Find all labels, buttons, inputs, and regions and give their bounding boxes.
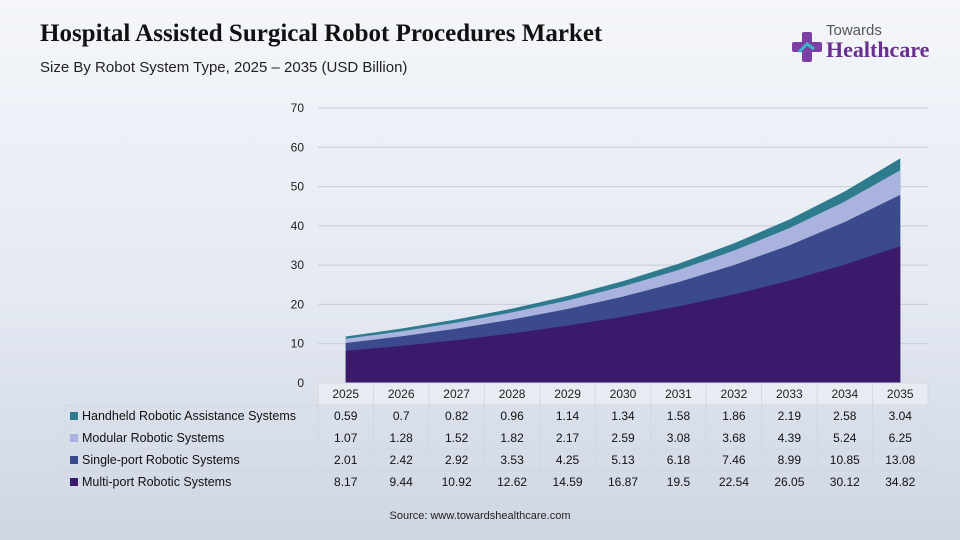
y-tick-label: 60 <box>291 140 305 154</box>
area-multi-port-robotic-systems <box>345 246 901 383</box>
data-label: 0.59 <box>334 409 358 423</box>
data-label: 2.17 <box>556 431 580 445</box>
data-label: 12.62 <box>497 475 527 489</box>
data-label: 16.87 <box>608 475 638 489</box>
x-tick-label: 2034 <box>831 387 858 401</box>
data-label: 1.52 <box>445 431 469 445</box>
data-label: 14.59 <box>553 475 583 489</box>
data-label: 3.53 <box>500 453 524 467</box>
y-tick-label: 10 <box>291 337 305 351</box>
cross-icon <box>792 32 822 62</box>
towards-healthcare-logo: Towards Healthcare <box>790 22 940 72</box>
x-tick-label: 2035 <box>887 387 914 401</box>
data-label: 4.39 <box>778 431 802 445</box>
data-label: 6.18 <box>667 453 691 467</box>
legend-label: Multi-port Robotic Systems <box>82 475 231 489</box>
data-label: 5.24 <box>833 431 857 445</box>
legend-label: Modular Robotic Systems <box>82 431 224 445</box>
x-tick-label: 2027 <box>443 387 470 401</box>
y-tick-label: 70 <box>291 101 305 115</box>
y-tick-label: 0 <box>297 376 304 390</box>
data-label: 22.54 <box>719 475 749 489</box>
data-label: 6.25 <box>889 431 913 445</box>
data-label: 2.01 <box>334 453 358 467</box>
data-label: 7.46 <box>722 453 746 467</box>
y-tick-label: 30 <box>291 258 305 272</box>
x-tick-label: 2029 <box>554 387 581 401</box>
data-label: 3.68 <box>722 431 746 445</box>
legend-label: Single-port Robotic Systems <box>82 453 240 467</box>
data-label: 2.42 <box>390 453 414 467</box>
logo-big-text: Healthcare <box>826 37 930 62</box>
x-tick-label: 2026 <box>388 387 415 401</box>
data-label: 34.82 <box>885 475 915 489</box>
data-label: 0.82 <box>445 409 469 423</box>
x-tick-label: 2028 <box>499 387 526 401</box>
data-label: 9.44 <box>390 475 414 489</box>
x-tick-label: 2025 <box>332 387 359 401</box>
data-label: 0.96 <box>500 409 524 423</box>
legend-swatch <box>70 412 78 420</box>
data-label: 5.13 <box>611 453 635 467</box>
data-label: 3.08 <box>667 431 691 445</box>
x-tick-label: 2032 <box>721 387 748 401</box>
data-label: 2.19 <box>778 409 802 423</box>
x-tick-label: 2030 <box>610 387 637 401</box>
x-tick-label: 2033 <box>776 387 803 401</box>
chart-title: Hospital Assisted Surgical Robot Procedu… <box>40 20 603 47</box>
source-note: Source: www.towardshealthcare.com <box>389 510 571 522</box>
data-label: 1.28 <box>390 431 414 445</box>
data-label: 2.59 <box>611 431 635 445</box>
data-label: 1.34 <box>611 409 635 423</box>
data-label: 1.82 <box>500 431 524 445</box>
logo-small-text: Towards <box>826 22 882 39</box>
data-label: 19.5 <box>667 475 691 489</box>
y-tick-label: 20 <box>291 297 305 311</box>
legend-swatch <box>70 478 78 486</box>
legend-swatch <box>70 456 78 464</box>
data-label: 10.85 <box>830 453 860 467</box>
data-label: 13.08 <box>885 453 915 467</box>
y-tick-label: 40 <box>291 219 305 233</box>
y-tick-label: 50 <box>291 180 305 194</box>
data-label: 30.12 <box>830 475 860 489</box>
table-header-bg <box>318 383 928 405</box>
data-label: 1.07 <box>334 431 358 445</box>
data-label: 1.58 <box>667 409 691 423</box>
legend-label: Handheld Robotic Assistance Systems <box>82 409 296 423</box>
x-tick-label: 2031 <box>665 387 692 401</box>
data-label: 8.99 <box>778 453 802 467</box>
data-label: 10.92 <box>442 475 472 489</box>
data-label: 0.7 <box>393 409 410 423</box>
data-label: 1.86 <box>722 409 746 423</box>
data-label: 3.04 <box>889 409 913 423</box>
data-label: 2.92 <box>445 453 469 467</box>
data-label: 1.14 <box>556 409 580 423</box>
data-label: 8.17 <box>334 475 358 489</box>
chart-subtitle: Size By Robot System Type, 2025 – 2035 (… <box>40 59 408 76</box>
data-label: 2.58 <box>833 409 857 423</box>
data-label: 26.05 <box>774 475 804 489</box>
data-label: 4.25 <box>556 453 580 467</box>
legend-swatch <box>70 434 78 442</box>
